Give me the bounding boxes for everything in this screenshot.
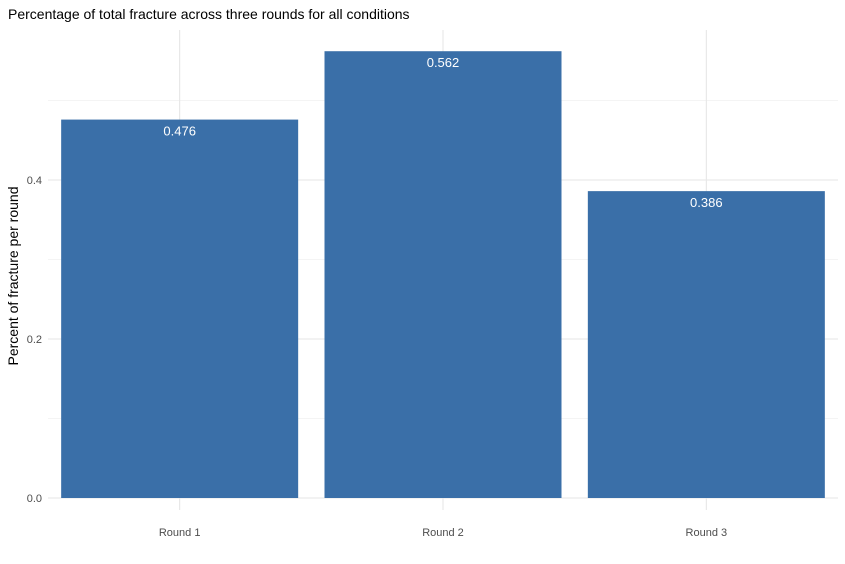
bar-value-label: 0.562 <box>427 55 460 70</box>
chart-title: Percentage of total fracture across thre… <box>8 6 410 22</box>
y-tick-label: 0.2 <box>27 334 42 346</box>
bar-round-3 <box>587 191 825 498</box>
bar-value-labels: 0.476 0.562 0.386 <box>163 55 722 210</box>
y-axis-label: Percent of fracture per round <box>5 187 21 366</box>
axis-ticks: 0.0 0.2 0.4 Round 1 Round 2 Round 3 <box>27 175 727 539</box>
bar-value-label: 0.386 <box>690 195 723 210</box>
bar-round-2 <box>324 51 562 499</box>
x-tick-label: Round 1 <box>159 527 201 539</box>
bar-round-1 <box>61 119 299 498</box>
bars <box>61 51 825 499</box>
y-tick-label: 0.4 <box>27 175 42 187</box>
x-tick-label: Round 2 <box>422 527 464 539</box>
x-tick-label: Round 3 <box>686 527 728 539</box>
y-tick-label: 0.0 <box>27 493 42 505</box>
bar-value-label: 0.476 <box>163 124 196 139</box>
